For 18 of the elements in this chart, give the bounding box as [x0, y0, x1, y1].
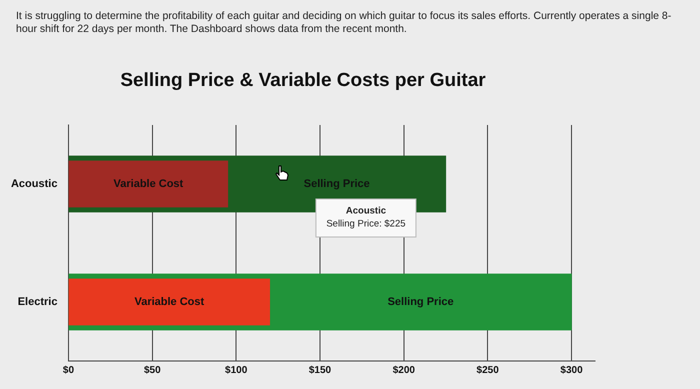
x-tick-label: $150 [308, 364, 332, 376]
chart-title: Selling Price & Variable Costs per Guitar [119, 70, 487, 92]
text: Selling Price [388, 296, 454, 308]
series-label: Variable Cost [114, 178, 184, 190]
bar [68, 160, 228, 208]
x-tick-label: $200 [392, 364, 416, 376]
x-tick-label: $300 [560, 364, 584, 376]
x-tick-label: $0 [62, 364, 74, 376]
chart-subtitle: It is struggling to determine the profitability of each guitar and deciding on which guitar to focus its sales efforts. Currently operates a single 8-hour shift for 22 days per month. The Dashboard shows data from the recent month. [16, 10, 672, 36]
x-tick-label: $50 [144, 364, 162, 376]
x-tick-label: $100 [225, 364, 248, 376]
y-tick-label: Electric [18, 296, 58, 308]
series-label: Selling Price [304, 178, 370, 190]
text: Variable Cost [134, 296, 204, 308]
bar [68, 278, 270, 326]
x-tick-label: $250 [476, 364, 500, 376]
annotation: Acoustic Selling Price: $225 [326, 206, 406, 230]
y-tick-label: Acoustic [10, 178, 58, 190]
